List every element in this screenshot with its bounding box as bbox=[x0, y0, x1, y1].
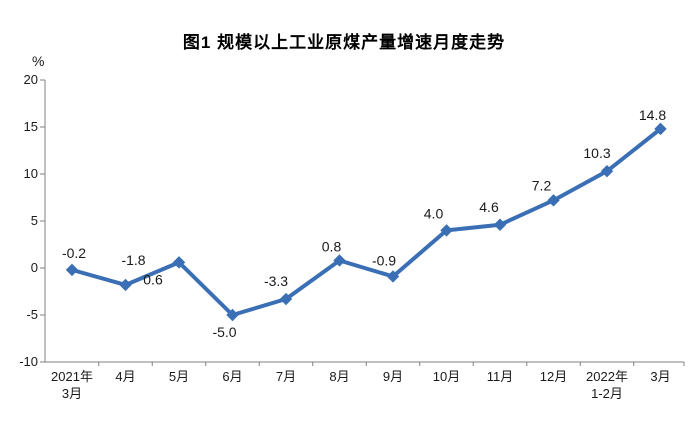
data-point-label: 10.3 bbox=[583, 145, 610, 161]
data-point-marker bbox=[279, 292, 293, 306]
chart-title: 图1 规模以上工业原煤产量增速月度走势 bbox=[182, 33, 506, 52]
x-axis-category-label: 11月 bbox=[487, 369, 514, 384]
data-point-marker bbox=[386, 270, 400, 283]
data-point-marker bbox=[493, 218, 507, 231]
x-axis-category-label: 7月 bbox=[276, 369, 296, 384]
x-axis-category-label: 4月 bbox=[115, 369, 135, 384]
y-axis-tick-label: -10 bbox=[19, 354, 38, 369]
y-axis-unit-label: % bbox=[32, 53, 45, 69]
y-axis-tick-label: 15 bbox=[24, 119, 38, 134]
x-axis-category-label: 10月 bbox=[433, 369, 460, 384]
data-point-label: 7.2 bbox=[532, 177, 552, 193]
x-axis-category-label: 3月 bbox=[62, 386, 82, 401]
data-point-marker bbox=[226, 308, 239, 322]
data-point-marker bbox=[333, 254, 346, 267]
x-axis-category-label: 2022年 bbox=[586, 369, 628, 384]
data-point-label: 4.0 bbox=[424, 205, 444, 221]
data-point-label: -5.0 bbox=[212, 324, 236, 340]
data-point-label: 14.8 bbox=[639, 107, 666, 123]
data-point-marker bbox=[600, 164, 614, 178]
data-point-marker bbox=[547, 194, 560, 207]
y-axis-tick-label: -5 bbox=[26, 307, 38, 322]
data-point-marker bbox=[65, 263, 79, 277]
data-point-label: -3.3 bbox=[264, 273, 288, 289]
data-point-label: -1.8 bbox=[121, 252, 145, 268]
data-point-marker bbox=[440, 224, 453, 237]
x-axis-category-label: 12月 bbox=[540, 369, 567, 384]
data-point-marker bbox=[172, 256, 186, 269]
data-point-label: 4.6 bbox=[479, 199, 499, 215]
y-axis-tick-label: 5 bbox=[31, 213, 38, 228]
x-axis-category-label: 8月 bbox=[329, 369, 349, 384]
x-axis-category-label: 1-2月 bbox=[591, 386, 623, 401]
x-axis-category-label: 5月 bbox=[169, 369, 189, 384]
y-axis-tick-label: 10 bbox=[24, 166, 38, 181]
data-point-label: -0.2 bbox=[62, 245, 86, 261]
x-axis-category-label: 9月 bbox=[383, 369, 403, 384]
x-axis-category-label: 3月 bbox=[650, 369, 670, 384]
data-line bbox=[70, 126, 663, 317]
x-axis-category-label: 6月 bbox=[222, 369, 242, 384]
x-axis-category-label: 2021年 bbox=[51, 369, 93, 384]
data-point-label: 0.8 bbox=[322, 238, 342, 254]
y-axis-tick-label: 20 bbox=[24, 72, 38, 87]
y-axis-tick-label: 0 bbox=[31, 260, 38, 275]
data-point-marker bbox=[654, 122, 667, 136]
data-point-label: 0.6 bbox=[143, 271, 163, 287]
data-point-label: -0.9 bbox=[372, 252, 396, 268]
data-point-marker bbox=[119, 278, 132, 292]
